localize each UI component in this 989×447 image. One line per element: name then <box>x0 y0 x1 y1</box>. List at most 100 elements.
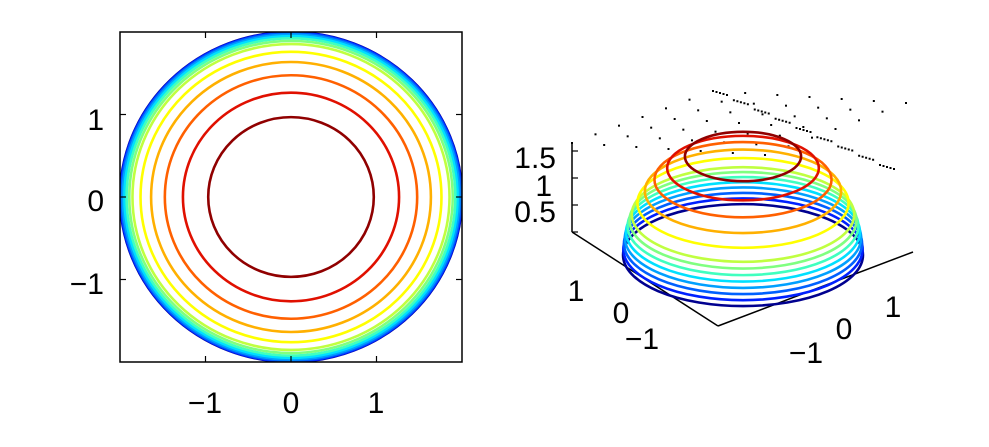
grid-dot <box>746 132 749 135</box>
grid-dot <box>714 130 717 133</box>
grid-dot <box>697 109 700 112</box>
contour-line <box>125 37 457 357</box>
contour-line-3d <box>623 186 863 290</box>
grid-dot <box>837 145 840 148</box>
grid-dot <box>826 139 829 142</box>
grid-dot <box>834 128 837 130</box>
grid-dot <box>755 143 758 146</box>
contour-line-3d <box>622 197 864 302</box>
grid-dot <box>667 148 670 150</box>
grid-dot <box>626 135 629 138</box>
grid-dot <box>744 92 747 94</box>
grid-dot <box>712 90 714 92</box>
grid-dot <box>736 100 739 103</box>
grid-dot <box>774 117 777 120</box>
contour-2d-plot: −1 0 1 −1 0 1 <box>70 31 463 420</box>
grid-dot <box>781 119 784 122</box>
z-tick-labels-3d: 0.5 1 1.5 <box>514 142 556 229</box>
grid-dot <box>819 137 822 140</box>
grid-dot <box>746 103 749 106</box>
grid-dot <box>802 126 805 128</box>
grid-dot <box>658 137 661 140</box>
contour-line-3d <box>683 130 803 183</box>
grid-dot <box>830 140 833 143</box>
grid-dot <box>665 107 667 110</box>
grid-dot <box>785 104 787 107</box>
grid-dot <box>594 133 597 136</box>
grid-dot <box>743 102 746 105</box>
contour-line-3d <box>628 170 858 270</box>
grid-dot <box>635 146 638 148</box>
contour-line <box>149 60 433 334</box>
grid-dot <box>732 99 735 102</box>
contour-lines-2d <box>120 32 462 362</box>
x-tick-label: −1 <box>789 337 823 370</box>
grid-dot <box>881 110 884 113</box>
grid-dot <box>726 94 728 96</box>
grid-dot <box>785 120 788 123</box>
z-tick-label: 0.5 <box>514 196 556 229</box>
contour-line <box>131 42 451 352</box>
grid-dot <box>731 152 734 154</box>
x-tick-label: 0 <box>836 313 853 346</box>
grid-dot <box>764 154 766 156</box>
contour-line-3d <box>665 134 821 202</box>
grid-dot <box>720 100 723 103</box>
grid-dot <box>757 109 760 112</box>
contour-3d-plot: 0.5 1 1.5 1 0 −1 −1 0 1 <box>514 90 914 370</box>
x-tick-labels-2d: −1 0 1 <box>188 387 384 420</box>
grid-dot <box>699 150 702 152</box>
grid-dot <box>872 100 875 102</box>
contour-line-3d <box>626 175 860 277</box>
grid-dot <box>739 101 742 104</box>
grid-dot <box>882 165 885 167</box>
grid-dot <box>861 155 864 158</box>
grid-dot <box>811 136 813 139</box>
grid-dot <box>851 149 854 152</box>
grid-dot <box>764 111 767 114</box>
grid-dot <box>778 134 781 137</box>
y-tick-label: −1 <box>625 323 659 356</box>
grid-dot <box>793 115 796 118</box>
grid-dot <box>905 102 907 104</box>
grid-dot <box>618 124 620 127</box>
contour-lines-3d <box>621 130 865 308</box>
grid-dot <box>722 93 725 95</box>
grid-dot <box>761 113 764 116</box>
x-tick-label: 1 <box>885 291 902 324</box>
grid-dot <box>823 138 826 141</box>
contour-line-3d <box>622 191 864 296</box>
contour-line-3d <box>643 148 843 235</box>
contour-line-3d <box>653 140 833 219</box>
contour-line <box>163 73 419 321</box>
grid-dot <box>840 146 843 149</box>
grid-dot <box>729 111 732 114</box>
grid-dot <box>816 136 819 139</box>
grid-dot <box>840 98 843 100</box>
grid-dot <box>889 167 892 169</box>
contour-line <box>127 39 455 355</box>
grid-dot <box>847 148 850 151</box>
grid-dot <box>858 154 861 157</box>
x-tick-labels-3d: −1 0 1 <box>789 291 901 370</box>
grid-dot <box>795 127 798 129</box>
contour-line <box>181 91 401 303</box>
z-tick-label: 1 <box>535 170 552 203</box>
contour-line-3d <box>621 202 865 308</box>
grid-dot <box>849 108 852 111</box>
grid-dot <box>738 122 740 124</box>
y-tick-label: 1 <box>87 104 104 137</box>
x-tick-label: −1 <box>188 387 222 420</box>
grid-dot <box>799 128 801 130</box>
grid-dot <box>752 102 755 105</box>
x-tick-label: 1 <box>368 387 385 420</box>
grid-dot <box>806 130 808 132</box>
grid-dot <box>788 121 791 124</box>
grid-dot <box>691 139 693 142</box>
grid-dot <box>808 96 811 98</box>
grid-dot <box>688 98 691 101</box>
grid-dot <box>825 117 828 120</box>
grid-dot <box>767 112 770 115</box>
grid-dot <box>705 120 708 122</box>
